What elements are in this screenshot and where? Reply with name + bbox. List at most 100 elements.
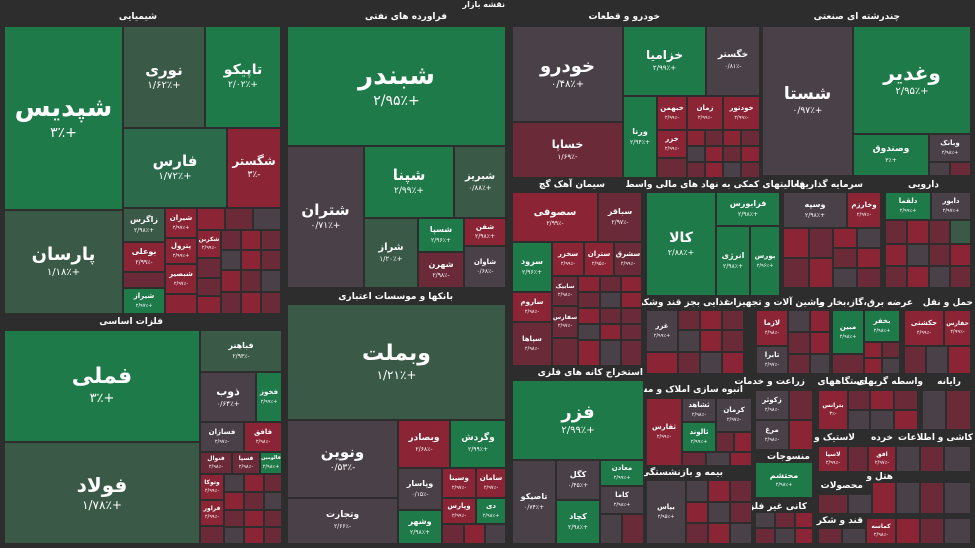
tile-cell-ap1[interactable]: [848, 390, 870, 410]
tile-cell-chem16[interactable]: [261, 270, 281, 292]
tile-cell-metal13[interactable]: [264, 527, 282, 544]
tile-sesharq[interactable]: سشرق -۲/۹۹٪: [614, 242, 642, 276]
tile-cell-auto2[interactable]: [687, 130, 705, 146]
tile-cell-ins7[interactable]: [686, 523, 708, 544]
tile-cell-cem1[interactable]: [578, 276, 600, 292]
tile-tapico[interactable]: تاپیکو +۲/۰۲٪: [205, 26, 281, 128]
tile-cell-re3[interactable]: [682, 452, 706, 466]
tile-cell-chem12[interactable]: [261, 250, 281, 270]
tile-cell-mac5[interactable]: [788, 354, 810, 374]
tile-cell-cp2[interactable]: [946, 390, 971, 430]
tile-khebahman[interactable]: خبهمن -۲/۹۹٪: [657, 96, 687, 130]
tile-cell-auto12[interactable]: [723, 162, 741, 178]
tile-cell-inv1[interactable]: [783, 228, 809, 258]
tile-cell-inv6[interactable]: [809, 258, 833, 288]
tile-vesandug[interactable]: وصندوق +۳٪: [853, 134, 929, 176]
tile-cell-ot6[interactable]: [944, 518, 971, 544]
tile-shehran[interactable]: شهرن -۲/۹۸٪: [418, 252, 464, 288]
tile-cell-ins2[interactable]: [708, 480, 730, 502]
tile-shiraz[interactable]: شیراز +۲/۹۷٪: [123, 288, 165, 314]
tile-cell-ins1[interactable]: [686, 480, 708, 502]
tile-cell-cem3[interactable]: [621, 276, 642, 292]
tile-cell-ph11[interactable]: [929, 266, 950, 288]
tile-cell-cem8[interactable]: [600, 308, 621, 324]
tile-cell-chem4[interactable]: [123, 272, 165, 288]
tile-vaghadir[interactable]: وغدیر +۲/۹۵٪: [853, 26, 971, 134]
tile-cell-cem2[interactable]: [600, 276, 621, 292]
tile-cell-re4[interactable]: [706, 452, 730, 466]
tile-sabik[interactable]: سابیک -۲/۹۸٪: [552, 276, 578, 306]
tile-vedi[interactable]: دی +۲/۹۸٪: [476, 498, 506, 524]
tile-cell-ins8[interactable]: [708, 523, 730, 544]
tile-bourse[interactable]: بورس +۲/۹۶٪: [750, 226, 780, 296]
tile-shekhash[interactable]: ثشاهد -۲/۹۸٪: [682, 398, 716, 422]
tile-fasazan[interactable]: فسازان -۲/۹۷٪: [200, 422, 244, 452]
tile-cell-nm4[interactable]: [755, 528, 775, 544]
tile-farabourse[interactable]: فرابورس +۲/۹۸٪: [716, 192, 780, 226]
tile-cell-ut5[interactable]: [882, 358, 900, 374]
tile-kerman[interactable]: کرمان -۲/۹۷٪: [716, 398, 752, 432]
tile-cell-su1[interactable]: [818, 528, 842, 544]
tile-cell-cem12[interactable]: [621, 324, 642, 340]
tile-cell-nm5[interactable]: [775, 528, 795, 544]
tile-cell-mac6[interactable]: [810, 354, 830, 374]
tile-vanovin[interactable]: ونوین -۰/۵۳٪: [287, 420, 398, 498]
tile-vekharzam[interactable]: وخارزم -۲/۹۷٪: [847, 192, 881, 228]
tile-sefaras[interactable]: سفارس -۲/۹۷٪: [552, 306, 578, 338]
tile-cell-auto5[interactable]: [741, 130, 760, 146]
tile-cell-cem14[interactable]: [578, 340, 600, 366]
tile-cell-re5[interactable]: [730, 452, 752, 466]
tile-cell-ag1[interactable]: [789, 390, 813, 420]
tile-cell-metal2[interactable]: [224, 474, 244, 492]
tile-cell-ph8[interactable]: [950, 244, 971, 266]
tile-cell-pr1[interactable]: [818, 494, 848, 514]
tile-cell-ag2[interactable]: [789, 420, 813, 450]
tile-cell-ut2[interactable]: [882, 342, 900, 358]
tile-ghalvand[interactable]: ثالوند +۲/۹۹٪: [682, 422, 716, 452]
tile-cell-food9[interactable]: [700, 352, 722, 374]
tile-cell-metal5[interactable]: [224, 492, 244, 510]
tile-cell-ph3[interactable]: [929, 220, 950, 244]
tile-cell-ot5[interactable]: [920, 518, 944, 544]
tile-vetejarat[interactable]: وتجارت -۲/۶۶٪: [287, 498, 398, 544]
tile-cell-inv9[interactable]: [833, 268, 857, 288]
tile-cell-chem5[interactable]: [165, 294, 197, 314]
tile-cell-metal1[interactable]: [200, 526, 224, 544]
tile-farvar[interactable]: فراور -۲/۹۹٪: [200, 500, 224, 526]
tile-fesepa[interactable]: فسپا -۲/۹۸٪: [232, 452, 260, 474]
tile-cell-metal8[interactable]: [224, 510, 244, 527]
tile-cell-ph12[interactable]: [950, 266, 971, 288]
tile-mabrokh[interactable]: مرغ -۲/۹۸٪: [755, 420, 789, 450]
tile-cell-inf2[interactable]: [920, 446, 944, 472]
tile-gezar[interactable]: غزر +۲/۹۹٪: [646, 310, 678, 352]
tile-falumin[interactable]: فالومین +۲/۹۸٪: [260, 452, 282, 474]
tile-shesina[interactable]: شسپا +۲/۹۶٪: [418, 218, 464, 252]
tile-cell-chem3[interactable]: [253, 208, 281, 230]
tile-sarum[interactable]: ساروم -۲/۹۸٪: [512, 292, 552, 322]
tile-cell-cem16[interactable]: [621, 340, 642, 366]
tile-cell-cem5[interactable]: [600, 292, 621, 308]
tile-cell-chem6[interactable]: [221, 230, 241, 250]
tile-mebeen[interactable]: مبین +۲/۹۸٪: [832, 310, 864, 354]
tile-cell-ph6[interactable]: [907, 244, 929, 266]
tile-cell-min2[interactable]: [622, 514, 644, 544]
tile-cell-bank3[interactable]: [485, 524, 506, 544]
tile-cell-mac3[interactable]: [788, 332, 810, 354]
tile-cell-inf1[interactable]: [896, 446, 920, 472]
tile-cell-food8[interactable]: [678, 352, 700, 374]
tile-cell-food10[interactable]: [722, 352, 744, 374]
tile-sebagher[interactable]: سباقر -۲/۹۷٪: [598, 192, 642, 242]
tile-cell-inv3[interactable]: [833, 228, 857, 248]
tile-hekeshti[interactable]: حکشتی -۲/۹۹٪: [904, 310, 944, 346]
tile-cell-ph4[interactable]: [950, 220, 971, 244]
tile-shetran[interactable]: شتران +۰/۷۱٪: [287, 146, 364, 288]
tile-cell-inv10[interactable]: [857, 268, 881, 288]
tile-shekran[interactable]: شکربن -۲/۹۹٪: [197, 230, 221, 258]
tile-cell-auto9[interactable]: [741, 146, 760, 162]
tile-cell-auto13[interactable]: [741, 162, 760, 178]
tile-fenavard[interactable]: فنوال -۲/۹۸٪: [200, 452, 232, 474]
tile-cell-chem11[interactable]: [241, 250, 261, 270]
tile-cell-chem2[interactable]: [225, 208, 253, 230]
tile-cell-food1[interactable]: [678, 310, 700, 330]
tile-cell-auto10[interactable]: [687, 162, 705, 178]
